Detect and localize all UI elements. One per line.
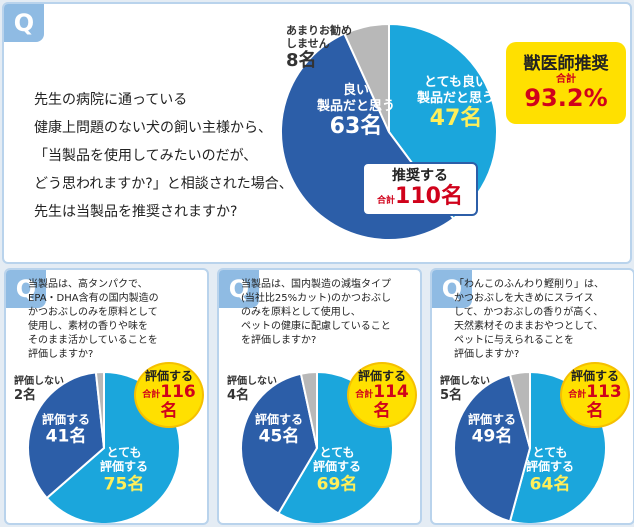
total-caption: 合計: [142, 389, 161, 400]
total-value: 114名: [373, 381, 409, 421]
value-label: 69名: [316, 474, 358, 495]
category: とても 評価する: [99, 445, 149, 474]
category: 評価する: [467, 412, 517, 427]
slice-label: とても 評価する 69名: [313, 445, 361, 494]
panel: Q 当製品は、国内製造の減塩タイプ (当社比25%カット)のかつおぶし のみを原料…: [217, 268, 422, 525]
pie-slice: [508, 370, 531, 449]
category: とても 評価する: [525, 445, 575, 474]
value-label: 4名: [227, 388, 250, 403]
pie-slice: [27, 371, 106, 500]
value-label: 64名: [529, 474, 571, 495]
total-row: 合計110名: [364, 183, 476, 209]
q-badge: Q: [219, 270, 259, 308]
total-caption: 合計: [568, 389, 587, 400]
pie-slice: [240, 372, 319, 515]
slice-label: とても 評価する 75名: [100, 445, 148, 494]
slice-label: 評価する 45名: [255, 413, 303, 448]
total-row: 合計116名: [136, 383, 202, 420]
badge-caption: 合計: [556, 73, 576, 85]
value-label: 5名: [440, 388, 463, 403]
category: 評価する: [254, 412, 304, 427]
category: 評価しない: [14, 376, 64, 387]
value-label: 2名: [14, 388, 37, 403]
slice-label: 評価する 49名: [468, 413, 516, 448]
total-label: 評価する: [144, 368, 193, 383]
value-label: 8名: [286, 50, 317, 72]
panel: Q 先生の病院に通っている 健康上問題のない犬の飼い主様から、 「当製品を使用して…: [2, 2, 632, 264]
total-caption: 合計: [377, 195, 396, 206]
total-badge: 評価する 合計116名: [134, 362, 204, 428]
category: とても 評価する: [312, 445, 362, 474]
value-label: 41名: [45, 427, 87, 447]
category: 評価しない: [440, 376, 490, 387]
badge-value: 93.2%: [524, 83, 608, 112]
pie-slice: [453, 373, 532, 523]
category: 評価しない: [227, 376, 277, 387]
pie-slice: [343, 22, 390, 133]
total-badge: 推奨する 合計110名: [362, 162, 478, 216]
slice-label: 評価する 41名: [42, 413, 90, 448]
value-label: 63名: [329, 114, 383, 140]
slice-label: あまりお勧め しません 8名: [286, 24, 352, 72]
panel: Q 当製品は、高タンパクで、 EPA・DHA含有の国内製造の かつおぶしのみを原料…: [4, 268, 209, 525]
total-row: 合計114名: [349, 383, 415, 420]
slice-label: 評価しない 2名: [14, 376, 64, 404]
q-badge: Q: [432, 270, 472, 308]
slice-label: とても良い 製品だと思う 47名: [417, 75, 495, 133]
slice-label: 良い 製品だと思う 63名: [317, 83, 395, 141]
total-label: 推奨する: [392, 168, 448, 185]
panel: Q 「わんこのふんわり鰹削り」は、 かつおぶしを大きめにスライス して、かつおぶし…: [430, 268, 634, 525]
pie-slice: [94, 370, 105, 449]
category: あまりお勧め しません: [286, 24, 352, 51]
category: とても良い 製品だと思う: [416, 75, 496, 106]
category: 良い 製品だと思う: [316, 83, 396, 114]
total-caption: 合計: [355, 389, 374, 400]
value-label: 49名: [471, 427, 513, 447]
total-label: 評価する: [357, 368, 406, 383]
q-badge: Q: [6, 270, 46, 308]
slice-label: 評価しない 5名: [440, 376, 490, 404]
slice-label: 評価しない 4名: [227, 376, 277, 404]
value-label: 47名: [429, 106, 483, 132]
badge-title: 獣医師推奨: [523, 53, 609, 74]
value-label: 75名: [103, 474, 145, 495]
question: 当製品は、高タンパクで、 EPA・DHA含有の国内製造の かつおぶしのみを原料と…: [28, 279, 159, 360]
total-badge: 評価する 合計114名: [347, 362, 417, 428]
pie-slice: [299, 370, 318, 449]
total-value: 116名: [160, 381, 196, 421]
total-label: 評価する: [570, 368, 619, 383]
slice-label: とても 評価する 64名: [526, 445, 574, 494]
total-value: 110名: [395, 183, 463, 209]
question: 先生の病院に通っている 健康上問題のない犬の飼い主様から、 「当製品を使用してみ…: [34, 92, 293, 220]
question: 「わんこのふんわり鰹削り」は、 かつおぶしを大きめにスライス して、かつおぶしの…: [454, 279, 604, 360]
category: 評価する: [41, 412, 91, 427]
value-label: 45名: [258, 427, 300, 447]
total-row: 合計113名: [562, 383, 628, 420]
question: 当製品は、国内製造の減塩タイプ (当社比25%カット)のかつおぶし のみを原料と…: [241, 279, 392, 346]
q-badge: Q: [4, 4, 44, 42]
vet-badge: 獣医師推奨 合計 93.2%: [506, 42, 626, 124]
total-badge: 評価する 合計113名: [560, 362, 630, 428]
total-value: 113名: [586, 381, 622, 421]
